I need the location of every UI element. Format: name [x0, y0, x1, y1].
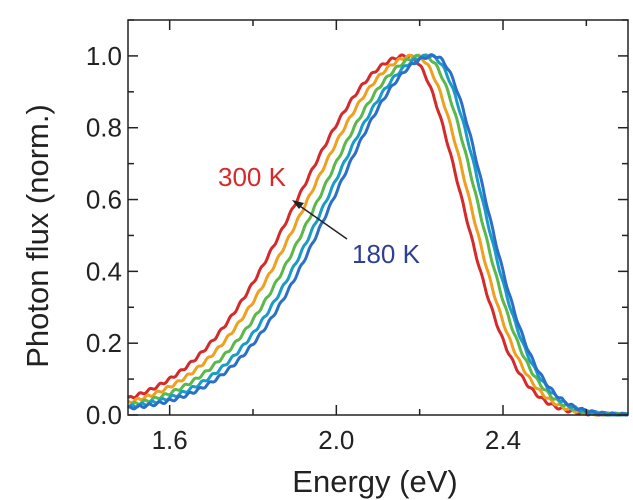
y-axis-label: Photon flux (norm.)	[20, 104, 55, 368]
plot-frame	[127, 19, 629, 416]
y-tick-label: 0.6	[86, 185, 122, 215]
x-tick-label: 2.0	[318, 425, 354, 455]
series-layer	[126, 53, 629, 417]
y-tick-labels: 0.0 0.2 0.4 0.6 0.8 1.0	[86, 41, 122, 430]
y-tick-label: 0.8	[86, 113, 122, 143]
series-line-180k	[127, 53, 629, 417]
annotation-arrow	[296, 203, 348, 240]
y-tick-label: 0.4	[86, 256, 122, 286]
x-tick-label: 2.4	[485, 425, 521, 455]
ticks-layer	[128, 19, 628, 416]
y-tick-label: 1.0	[86, 41, 122, 71]
annotation-180k: 180 K	[352, 239, 421, 269]
series-line-300k	[126, 53, 629, 417]
series-line-260k	[127, 53, 629, 417]
y-tick-label: 0.0	[86, 400, 122, 430]
x-tick-labels: 1.6 2.0 2.4	[152, 425, 521, 455]
x-tick-label: 1.6	[152, 425, 188, 455]
x-axis-label: Energy (eV)	[292, 464, 457, 499]
annotation-arrowhead	[292, 200, 304, 209]
y-tick-label: 0.2	[86, 328, 122, 358]
annotation-300k: 300 K	[218, 162, 287, 192]
series-line-220k	[127, 53, 629, 417]
